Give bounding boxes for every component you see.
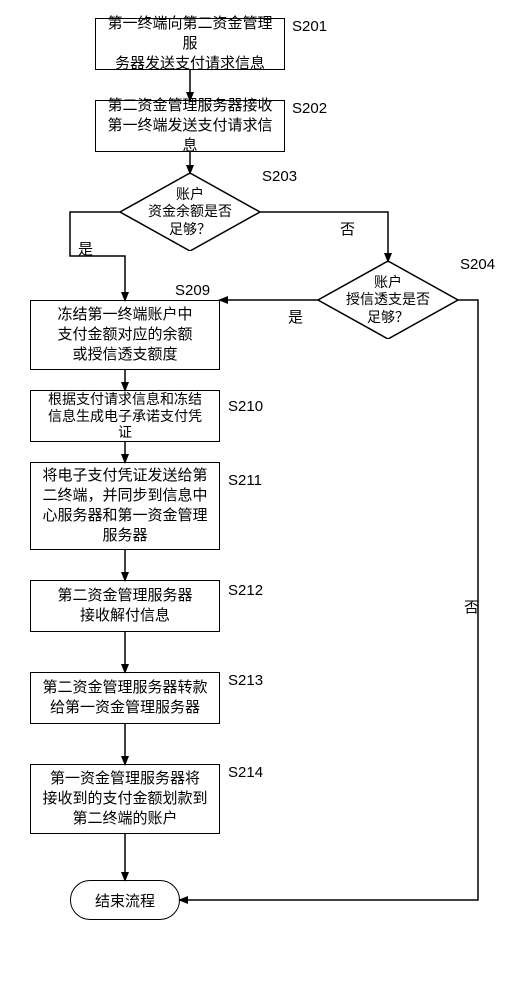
step-text: 第二资金管理服务器转款给第一资金管理服务器 bbox=[42, 678, 207, 719]
step-s209: 冻结第一终端账户中支付金额对应的余额或授信透支额度 bbox=[30, 300, 220, 370]
step-s213: 第二资金管理服务器转款给第一资金管理服务器 bbox=[30, 672, 220, 724]
step-text: 第二资金管理服务器接收解付信息 bbox=[57, 586, 192, 627]
step-s210: 根据支付请求信息和冻结信息生成电子承诺支付凭证 bbox=[30, 390, 220, 442]
step-label-s211: S211 bbox=[228, 472, 262, 489]
step-s214: 第一资金管理服务器将接收到的支付金额划款到第二终端的账户 bbox=[30, 764, 220, 834]
step-text: 第一资金管理服务器将接收到的支付金额划款到第二终端的账户 bbox=[42, 769, 207, 830]
decision-s203: 账户资金余额是否足够？ bbox=[120, 173, 260, 251]
step-label-s214: S214 bbox=[228, 764, 263, 781]
edge-label-yes-2: 是 bbox=[288, 306, 303, 327]
terminator-text: 结束流程 bbox=[95, 890, 155, 911]
edge-e6 bbox=[180, 300, 478, 900]
step-label-s213: S213 bbox=[228, 672, 263, 689]
step-label-s204: S204 bbox=[460, 256, 495, 273]
step-s211: 将电子支付凭证发送给第二终端，并同步到信息中心服务器和第一资金管理服务器 bbox=[30, 462, 220, 550]
terminator-end: 结束流程 bbox=[70, 880, 180, 920]
decision-text: 账户资金余额是否足够？ bbox=[148, 186, 232, 239]
step-s212: 第二资金管理服务器接收解付信息 bbox=[30, 580, 220, 632]
step-label-s209: S209 bbox=[175, 282, 210, 299]
edge-e4 bbox=[260, 212, 388, 261]
decision-s204: 账户授信透支是否足够？ bbox=[318, 261, 458, 339]
step-text: 第二资金管理服务器接收第一终端发送支付请求信息 bbox=[104, 96, 276, 157]
decision-text: 账户授信透支是否足够？ bbox=[346, 274, 430, 327]
edge-label-yes-1: 是 bbox=[78, 238, 93, 259]
step-label-s203: S203 bbox=[262, 168, 297, 185]
step-text: 第一终端向第二资金管理服务器发送支付请求信息 bbox=[104, 14, 276, 75]
step-label-s201: S201 bbox=[292, 18, 327, 35]
edge-label-no-2: 否 bbox=[464, 596, 479, 617]
edge-label-no-1: 否 bbox=[340, 218, 355, 239]
step-s201: 第一终端向第二资金管理服务器发送支付请求信息 bbox=[95, 18, 285, 70]
step-text: 根据支付请求信息和冻结信息生成电子承诺支付凭证 bbox=[48, 391, 202, 441]
step-s202: 第二资金管理服务器接收第一终端发送支付请求信息 bbox=[95, 100, 285, 152]
step-label-s210: S210 bbox=[228, 398, 263, 415]
step-label-s202: S202 bbox=[292, 100, 327, 117]
step-label-s212: S212 bbox=[228, 582, 263, 599]
step-text: 将电子支付凭证发送给第二终端，并同步到信息中心服务器和第一资金管理服务器 bbox=[42, 466, 207, 547]
step-text: 冻结第一终端账户中支付金额对应的余额或授信透支额度 bbox=[57, 305, 192, 366]
